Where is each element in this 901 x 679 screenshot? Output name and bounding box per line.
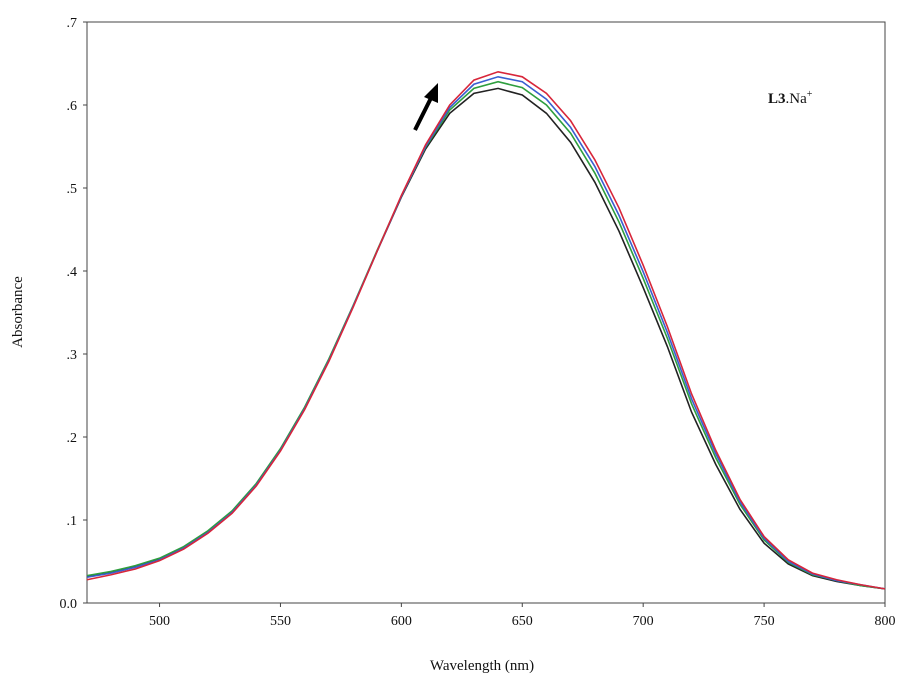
plot-frame [86,21,886,604]
arrow-head [424,83,438,103]
annotation-bold: L3 [768,91,786,107]
y-tick-label: .1 [67,514,78,529]
x-tick-label: 750 [754,614,775,629]
arrow-shaft [413,95,434,131]
annotation-text: .Na [786,91,808,107]
y-axis-label: Absorbance [10,276,26,348]
x-tick-label: 600 [391,614,412,629]
x-tick-label: 650 [512,614,533,629]
x-axis-label: Wavelength (nm) [430,658,534,674]
y-tick-label: .2 [67,431,78,446]
spectrum-line [86,80,886,590]
annotation: L3.Na+ [768,89,813,107]
x-tick-label: 700 [633,614,654,629]
y-tick-label: .6 [67,99,78,114]
y-tick-label: 0.0 [60,597,78,612]
x-tick-label: 500 [149,614,170,629]
spectrum-line [86,87,886,590]
annotation-sup: + [807,89,813,100]
x-tick-label: 550 [270,614,291,629]
spectrum-line [86,75,886,590]
x-tick-label: 800 [875,614,896,629]
y-tick-label: .4 [67,265,78,280]
y-tick-label: .7 [67,16,78,31]
y-tick-label: .3 [67,348,78,363]
spectrum-line [86,70,886,590]
y-tick-label: .5 [67,182,78,197]
arrow [413,83,438,131]
